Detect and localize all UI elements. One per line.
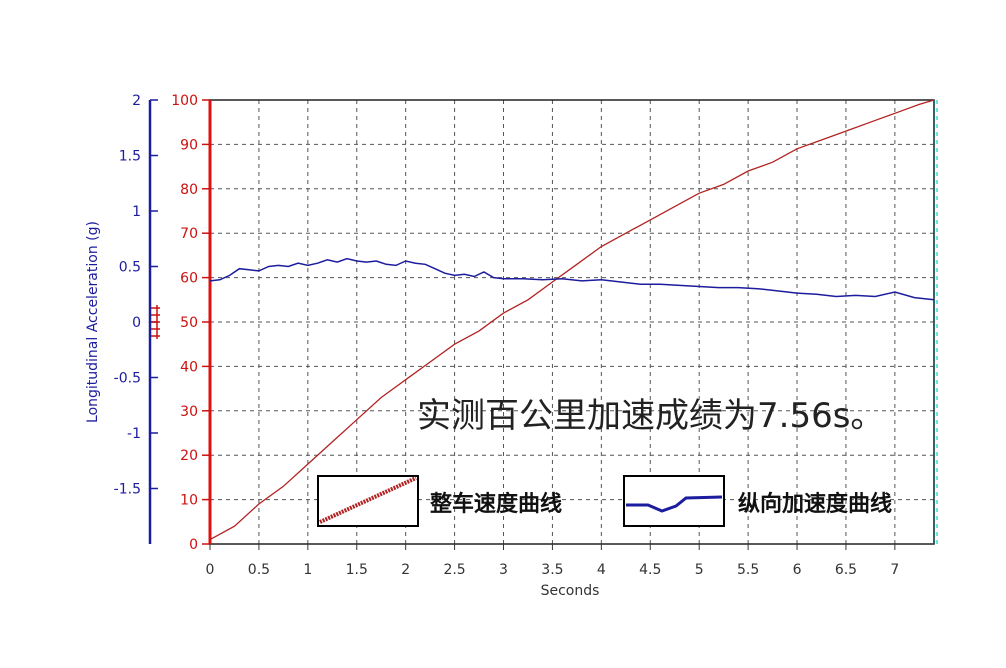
x-tick-label: 7 xyxy=(890,562,899,578)
accel-tick-label: 0.5 xyxy=(119,260,141,276)
accel-tick-label: -1 xyxy=(127,426,141,442)
x-tick-label: 3.5 xyxy=(541,562,563,578)
speed-tick-label: 0 xyxy=(189,537,198,553)
speed-tick-label: 80 xyxy=(180,182,198,198)
x-axis-label: Seconds xyxy=(541,583,600,599)
accel-axis-label: Longitudinal Acceleration (g) xyxy=(85,221,101,423)
x-tick-label: 2.5 xyxy=(443,562,465,578)
accel-tick-label: 1 xyxy=(132,204,141,220)
accel-series-line xyxy=(209,257,935,301)
x-axis-ticks: 0 0.5 1 1.5 2 2.5 3 3.5 4 4.5 5 5.5 6 6.5 7 xyxy=(206,544,899,578)
x-tick-label: 6 xyxy=(793,562,802,578)
speed-tick-label: 10 xyxy=(180,493,198,509)
speed-series-line xyxy=(209,99,935,541)
accel-tick-label: 2 xyxy=(132,93,141,109)
legend-label-speed: 整车速度曲线 xyxy=(430,491,562,517)
legend-swatch-accel xyxy=(623,475,725,527)
speed-tick-label: 70 xyxy=(180,226,198,242)
x-tick-label: 3 xyxy=(499,562,508,578)
x-tick-label: 4.5 xyxy=(639,562,661,578)
speed-tick-label: 60 xyxy=(180,271,198,287)
accel-axis-marker xyxy=(151,305,160,339)
x-tick-label: 2 xyxy=(401,562,410,578)
x-tick-label: 1 xyxy=(303,562,312,578)
legend-swatch-speed-line xyxy=(319,476,417,524)
speed-tick-label: 30 xyxy=(180,404,198,420)
x-tick-label: 0.5 xyxy=(248,562,270,578)
legend-item-accel: 纵向加速度曲线 xyxy=(623,475,892,527)
legend: 整车速度曲线 纵向加速度曲线 xyxy=(317,475,892,527)
x-tick-label: 5.5 xyxy=(737,562,759,578)
speed-tick-label: 20 xyxy=(180,448,198,464)
accel-tick-label: 1.5 xyxy=(119,149,141,165)
x-tick-label: 0 xyxy=(206,562,215,578)
legend-label-accel: 纵向加速度曲线 xyxy=(738,491,892,517)
x-tick-label: 4 xyxy=(597,562,606,578)
result-annotation: 实测百公里加速成绩为7.56s。 xyxy=(417,396,884,436)
x-tick-label: 6.5 xyxy=(835,562,857,578)
speed-tick-label: 100 xyxy=(171,93,198,109)
accel-tick-label: -0.5 xyxy=(114,371,141,387)
x-tick-label: 1.5 xyxy=(346,562,368,578)
speed-tick-label: 90 xyxy=(180,137,198,153)
accel-tick-label: 0 xyxy=(132,315,141,331)
speed-tick-label: 50 xyxy=(180,315,198,331)
x-tick-label: 5 xyxy=(695,562,704,578)
speed-tick-label: 40 xyxy=(180,359,198,375)
accel-tick-label: -1.5 xyxy=(114,482,141,498)
legend-swatch-accel-line xyxy=(626,495,723,513)
accel-axis-ticks: 2 1.5 1 0.5 0 -0.5 -1 -1.5 xyxy=(114,93,158,498)
legend-item-speed: 整车速度曲线 xyxy=(317,475,562,527)
